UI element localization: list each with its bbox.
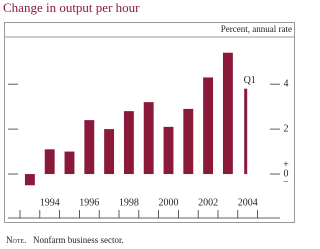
bar [183, 108, 194, 175]
x-tick-label: 2004 [238, 197, 258, 208]
x-tick-label: 1996 [79, 197, 99, 208]
bar [123, 111, 134, 175]
bar [64, 151, 75, 175]
bar [222, 52, 233, 175]
bar [44, 149, 55, 175]
bar [104, 129, 115, 175]
bar [163, 126, 174, 175]
bar [244, 88, 248, 175]
y-tick-label: 2 [284, 123, 289, 134]
zero-sign: + [283, 159, 289, 170]
note: Nonfarm business sector. [33, 235, 124, 245]
annotation: Q1 [244, 75, 256, 86]
chart: Change in output per hour Percent, annua… [3, 0, 295, 245]
bar [24, 174, 35, 186]
chart-frame [4, 22, 295, 223]
y-tick-label: 4 [284, 78, 289, 89]
x-tick-label: 2000 [159, 197, 179, 208]
x-tick-label: 1998 [119, 197, 139, 208]
chart-title: Change in output per hour [3, 0, 140, 15]
bar [143, 102, 154, 175]
x-tick-label: 1994 [40, 197, 60, 208]
zero-sign: − [283, 176, 289, 187]
x-tick-label: 2002 [198, 197, 218, 208]
bar [203, 77, 214, 175]
bar [84, 120, 95, 175]
unit-label: Percent, annual rate [221, 24, 292, 34]
y-tick-label: 0 [284, 168, 289, 179]
note-label: Note. [6, 235, 26, 245]
